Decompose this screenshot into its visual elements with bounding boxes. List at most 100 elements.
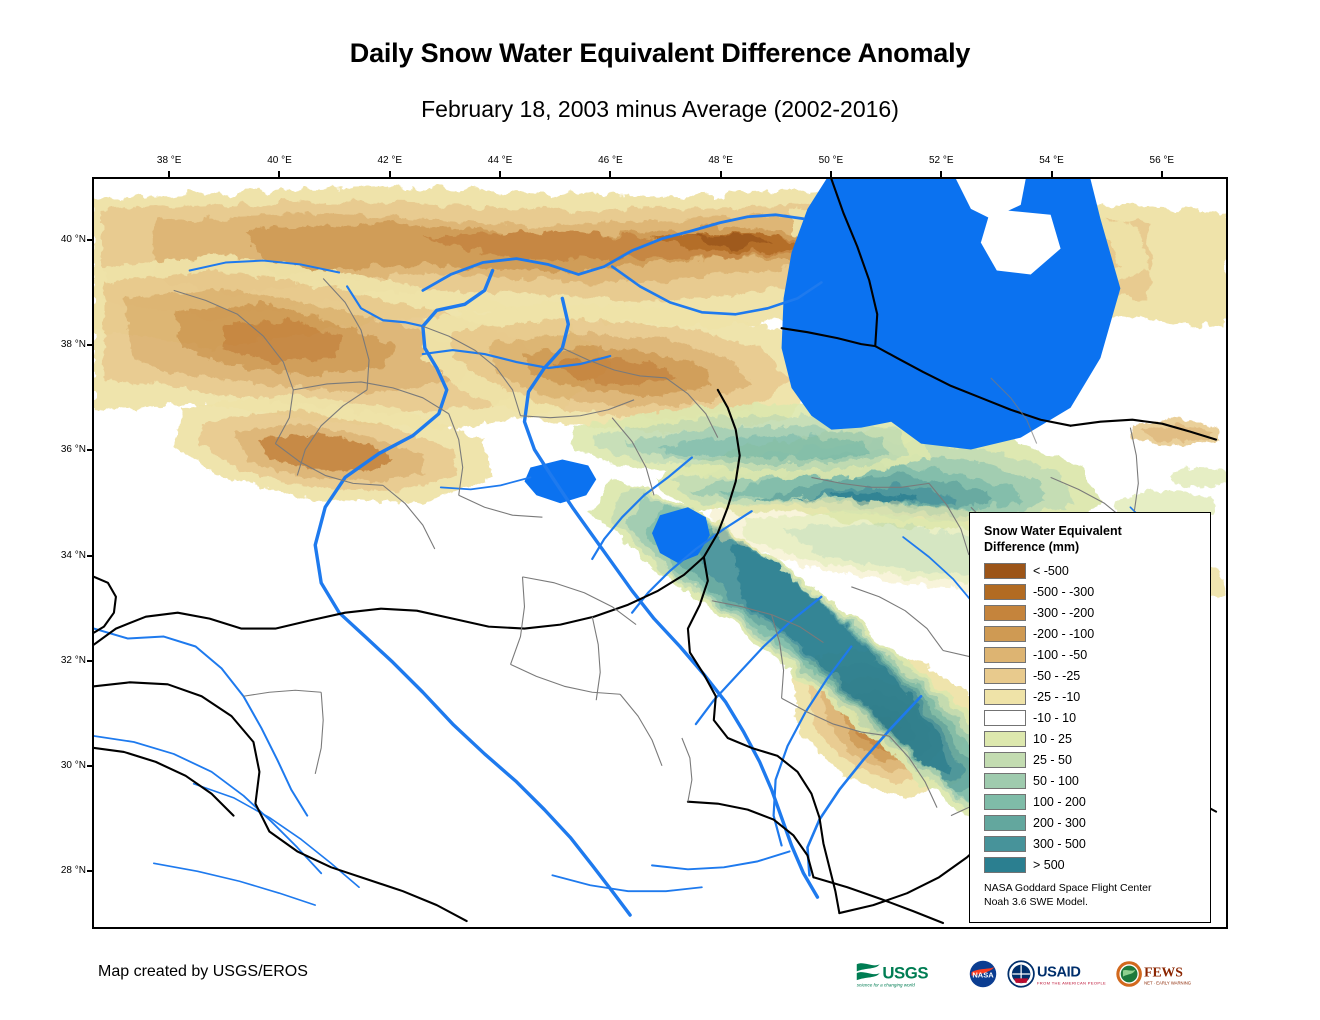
longitude-tick: [1050, 171, 1053, 177]
latitude-label: 32 °N: [60, 654, 86, 666]
legend-row: -200 - -100: [984, 623, 1200, 644]
legend-swatch: [984, 772, 1026, 789]
river-coruh: [421, 348, 612, 370]
longitude-tick: [719, 171, 722, 177]
longitude-tick: [609, 171, 612, 177]
legend-row: 25 - 50: [984, 749, 1200, 770]
legend-label: -500 - -300: [1033, 584, 1095, 599]
caspian-east-bay-2: [980, 208, 1061, 275]
agency-logos: USGS science for a changing world NASA U…: [855, 957, 1207, 991]
legend-title: Snow Water Equivalent Difference (mm): [984, 524, 1122, 554]
latitude-label: 36 °N: [60, 444, 86, 456]
legend-source: NASA Goddard Space Flight Center Noah 3.…: [984, 882, 1152, 908]
longitude-label: 38 °E: [156, 155, 182, 166]
river-urmia-feeder: [439, 476, 532, 491]
country-borders: [94, 179, 1218, 925]
latitude-label: 28 °N: [60, 865, 86, 877]
border-jordan-saudi: [94, 746, 235, 817]
legend-swatch: [984, 562, 1026, 579]
legend-label: < -500: [1033, 563, 1069, 578]
river-wadi-west-4: [152, 862, 317, 906]
svg-text:USAID: USAID: [1037, 965, 1080, 981]
legend-row: > 500: [984, 854, 1200, 875]
longitude-tick: [940, 171, 943, 177]
legend-swatch: [984, 793, 1026, 810]
border-caspian-south: [874, 345, 1072, 427]
fewsnet-logo[interactable]: FEWS NET · EARLY WARNING: [1115, 959, 1207, 989]
border-caspian-north: [830, 179, 879, 348]
lake-urmia: [524, 459, 597, 504]
river-wadi-west: [94, 627, 309, 817]
latitude-tick: [87, 659, 93, 662]
page-subtitle: February 18, 2003 minus Average (2002-20…: [421, 96, 899, 122]
legend-label: > 500: [1033, 857, 1065, 872]
latitude-label: 30 °N: [60, 759, 86, 771]
river-euphrates-west: [346, 285, 424, 328]
page-title: Daily Snow Water Equivalent Difference A…: [349, 38, 971, 68]
legend-label: -50 - -25: [1033, 668, 1081, 683]
svg-text:science for a changing world: science for a changing world: [857, 982, 915, 987]
border-caspian-west: [780, 327, 877, 348]
river-karkheh: [772, 645, 853, 847]
legend-label: -10 - 10: [1033, 710, 1077, 725]
positive-anomaly-north-plume: [572, 403, 932, 478]
legend-label: 100 - 200: [1033, 794, 1086, 809]
river-aras: [421, 213, 805, 292]
legend-swatch: [984, 688, 1026, 705]
longitude-label: 52 °E: [928, 155, 954, 166]
svg-text:NET · EARLY WARNING: NET · EARLY WARNING: [1144, 981, 1191, 986]
caspian-east-bay: [955, 179, 1026, 219]
legend-swatch: [984, 730, 1026, 747]
legend-swatch: [984, 751, 1026, 768]
river-kura: [610, 265, 823, 316]
latitude-tick: [87, 449, 93, 452]
usaid-logo[interactable]: USAID FROM THE AMERICAN PEOPLE: [1007, 959, 1106, 989]
river-lowland-2: [551, 874, 703, 893]
legend-label: -25 - -10: [1033, 689, 1081, 704]
legend-swatch: [984, 835, 1026, 852]
legend-label: -100 - -50: [1033, 647, 1088, 662]
longitude-label: 46 °E: [598, 155, 623, 166]
legend-swatch: [984, 646, 1026, 663]
legend-label: 50 - 100: [1033, 773, 1079, 788]
river-karun: [806, 694, 923, 877]
legend-swatch: [984, 667, 1026, 684]
svg-text:NASA: NASA: [973, 971, 995, 980]
longitude-label: 42 °E: [377, 155, 403, 166]
longitude-tick: [388, 171, 391, 177]
usgs-logo[interactable]: USGS science for a changing world: [855, 959, 959, 989]
legend-row: < -500: [984, 560, 1200, 581]
legend-swatch: [984, 625, 1026, 642]
river-euphrates: [313, 268, 632, 917]
legend-row: -500 - -300: [984, 581, 1200, 602]
legend-swatch: [984, 856, 1026, 873]
longitude-tick: [499, 171, 502, 177]
coast-mediterranean: [94, 575, 117, 634]
svg-text:FROM THE AMERICAN PEOPLE: FROM THE AMERICAN PEOPLE: [1037, 981, 1106, 986]
legend-row: 100 - 200: [984, 791, 1200, 812]
latitude-label: 38 °N: [60, 339, 86, 351]
legend-label: 10 - 25: [1033, 731, 1072, 746]
nasa-logo[interactable]: NASA: [968, 959, 998, 989]
longitude-label: 54 °E: [1039, 155, 1064, 166]
legend-row: -25 - -10: [984, 686, 1200, 707]
negative-anomaly-anatolia: [94, 254, 613, 430]
legend-swatch: [984, 709, 1026, 726]
legend-label: 25 - 50: [1033, 752, 1072, 767]
legend-swatch: [984, 814, 1026, 831]
longitude-label: 48 °E: [708, 155, 733, 166]
legend-row: -300 - -200: [984, 602, 1200, 623]
border-iraq-iran: [686, 555, 841, 915]
negative-anomaly-taurus: [173, 393, 493, 504]
longitude-label: 40 °E: [267, 155, 292, 166]
longitude-label: 50 °E: [818, 155, 844, 166]
positive-anomaly-zagros-belt: [592, 477, 1051, 836]
legend-label: 200 - 300: [1033, 815, 1086, 830]
map-credit: Map created by USGS/EROS: [98, 963, 308, 980]
latitude-tick: [87, 344, 93, 347]
river-wadi-west-3: [192, 782, 360, 889]
river-wadi-west-2: [94, 735, 323, 875]
latitude-label: 34 °N: [60, 549, 86, 561]
legend-swatch: [984, 583, 1026, 600]
map-legend: Snow Water Equivalent Difference (mm) < …: [969, 512, 1211, 923]
